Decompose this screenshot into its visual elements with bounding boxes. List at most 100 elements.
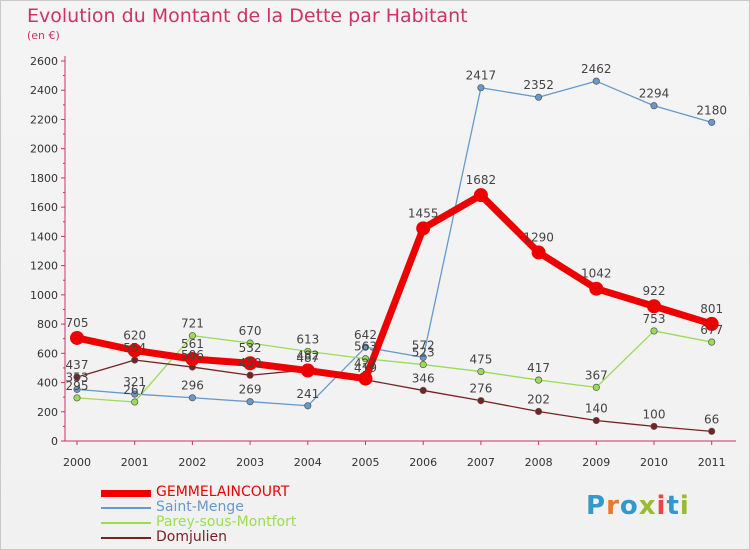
y-tick-label: 800 (37, 318, 58, 331)
data-point (416, 221, 431, 236)
data-point (650, 422, 658, 430)
data-label: 419 (354, 361, 377, 375)
data-point (73, 373, 81, 381)
series-line-3 (76, 359, 712, 433)
data-point (73, 385, 81, 393)
data-label: 276 (469, 382, 492, 396)
data-label: 2352 (523, 78, 554, 92)
legend-label: Saint-Menge (156, 499, 244, 515)
data-point (473, 188, 488, 203)
chart-unit: (en €) (27, 29, 60, 42)
y-tick-label: 0 (51, 435, 58, 448)
data-point (131, 356, 139, 364)
x-tick-label: 2000 (63, 456, 91, 469)
data-label: 346 (412, 371, 435, 385)
data-label: 677 (700, 323, 723, 337)
data-point (358, 371, 373, 386)
data-label: 563 (354, 340, 377, 354)
proxiti-logo: Proxiti (586, 491, 690, 521)
x-tick-label: 2007 (467, 456, 495, 469)
data-label: 2294 (639, 87, 670, 101)
data-point (592, 416, 600, 425)
series-line-0 (76, 191, 713, 383)
data-label: 801 (700, 302, 723, 316)
data-point (477, 368, 485, 376)
y-tick-label: 2400 (30, 84, 58, 97)
data-point (304, 347, 312, 355)
y-tick-label: 1200 (30, 260, 58, 273)
y-tick-label: 2200 (30, 113, 58, 126)
data-point (650, 327, 658, 335)
logo-letter: x (638, 491, 657, 521)
data-label: 66 (704, 412, 719, 426)
x-tick-label: 2001 (121, 456, 149, 469)
data-label: 321 (123, 375, 146, 389)
data-label: 450 (239, 356, 262, 370)
data-point (246, 339, 254, 347)
data-point (304, 402, 312, 410)
x-tick-label: 2010 (640, 456, 668, 469)
x-tick-label: 2006 (409, 456, 437, 469)
data-point (246, 398, 254, 406)
series-line-2 (76, 330, 712, 403)
x-tick-label: 2005 (352, 456, 380, 469)
logo-letter: P (586, 491, 607, 521)
data-label: 2417 (466, 69, 497, 83)
data-label: 267 (123, 383, 146, 397)
data-label: 417 (527, 361, 550, 375)
data-label: 437 (66, 358, 89, 372)
data-point (704, 316, 719, 331)
legend-swatch (101, 507, 151, 509)
data-point (708, 427, 716, 435)
y-tick-label: 1000 (30, 289, 58, 302)
data-point (531, 245, 546, 260)
data-label: 367 (585, 368, 608, 382)
y-tick-label: 1800 (30, 172, 58, 185)
legend-swatch (101, 537, 151, 539)
data-label: 922 (643, 284, 666, 298)
data-point (419, 353, 427, 361)
data-point (477, 397, 485, 405)
data-point (361, 343, 370, 351)
data-label: 721 (181, 317, 204, 331)
legend-swatch (101, 522, 151, 524)
data-point (246, 371, 254, 379)
data-point (708, 118, 716, 126)
data-label: 269 (239, 383, 262, 397)
logo-letter: o (619, 491, 639, 521)
data-point (70, 330, 84, 345)
logo-letter: i (656, 491, 667, 521)
x-tick-label: 2002 (178, 456, 206, 469)
data-label: 554 (123, 341, 146, 355)
logo-letter: r (606, 491, 620, 521)
data-label: 140 (585, 402, 608, 416)
data-label: 482 (296, 349, 319, 363)
data-label: 572 (412, 338, 435, 352)
data-label: 561 (181, 337, 204, 351)
legend-label: Domjulien (156, 529, 228, 545)
data-point (127, 343, 142, 358)
data-label: 427 (354, 357, 377, 371)
data-point (243, 356, 258, 371)
legend-swatch (101, 489, 151, 497)
data-point (647, 299, 661, 314)
y-tick-label: 400 (37, 377, 58, 390)
data-point (708, 338, 716, 346)
y-tick-label: 1400 (30, 230, 58, 243)
data-label: 295 (66, 379, 89, 393)
data-label: 1290 (523, 230, 554, 244)
data-label: 1042 (581, 267, 612, 281)
chart-title: Evolution du Montant de la Dette par Hab… (27, 5, 468, 27)
data-point (477, 84, 485, 92)
y-tick-label: 200 (37, 406, 58, 419)
data-label: 353 (66, 370, 89, 384)
data-label: 1455 (408, 206, 439, 220)
data-point (535, 376, 543, 384)
data-point (131, 390, 139, 398)
y-tick-label: 2000 (30, 143, 58, 156)
data-point (73, 394, 81, 402)
data-label: 523 (412, 346, 435, 360)
data-label: 705 (66, 316, 89, 330)
data-label: 670 (239, 324, 262, 338)
